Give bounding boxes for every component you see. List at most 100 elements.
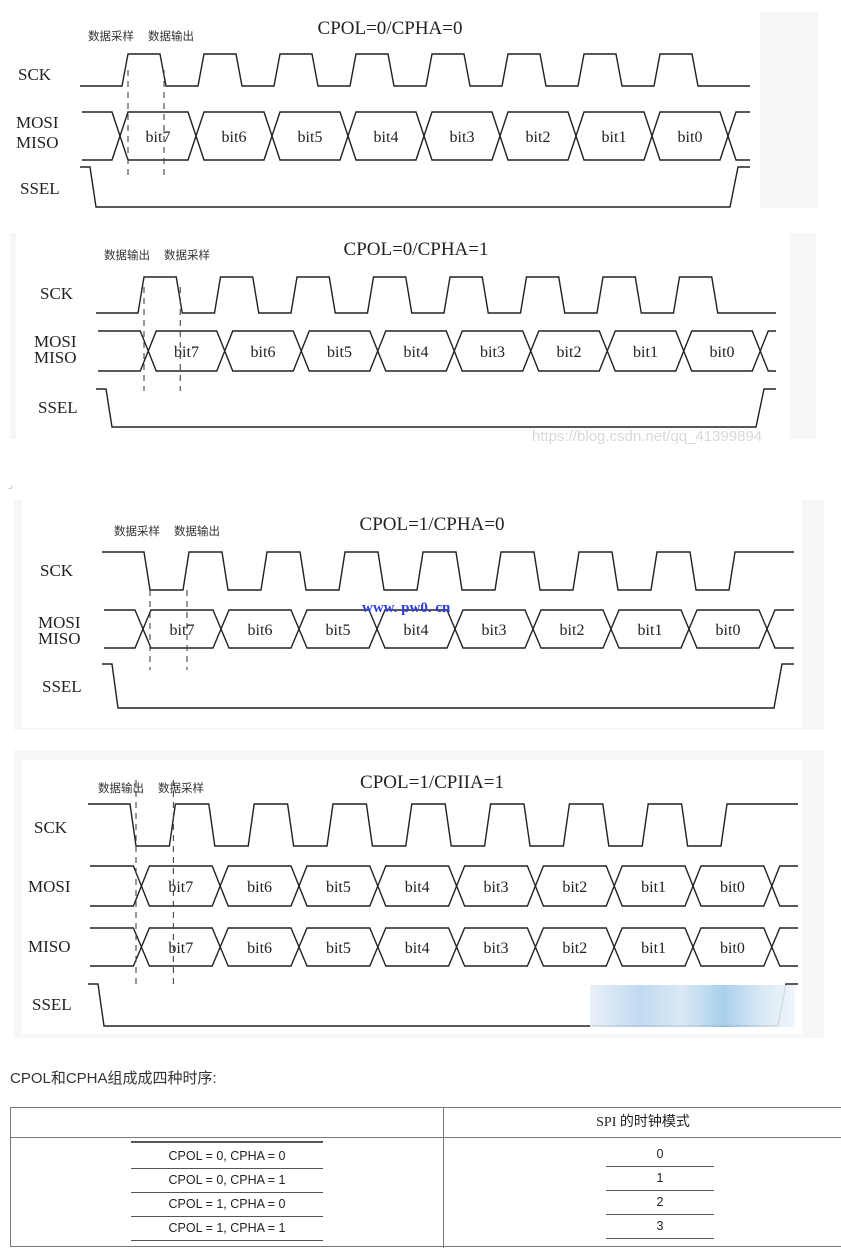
bit-label-bit6: bit6 xyxy=(247,879,272,896)
blurred-watermark xyxy=(590,985,795,1027)
bit-label-bit5: bit5 xyxy=(326,879,351,896)
bit-label-bit7: bit7 xyxy=(168,940,193,957)
signal-name-sck: SCK xyxy=(18,65,52,84)
bit-label-bit5: bit5 xyxy=(326,940,351,957)
caption-text: CPOL和CPHA组成成四种时序: xyxy=(10,1070,217,1087)
timing-diagram-1: CPOL=0/CPHA=1 bit7 bit6 bit5 bit4 bit3 bit2 bit… xyxy=(16,233,790,439)
bit-label-bit0: bit0 xyxy=(716,622,741,639)
bit-label-bit7: bit7 xyxy=(174,344,199,361)
bit-label-bit5: bit5 xyxy=(327,344,352,361)
signal-name-mosi: MOSI xyxy=(38,613,81,632)
signal-name-sck: SCK xyxy=(40,561,74,580)
diagram-title: CPOL=1/CPHA=0 xyxy=(360,514,505,535)
edge-label-second: 数据输出 xyxy=(174,524,220,538)
signal-name-mosi: MOSI xyxy=(34,332,77,351)
bit-label-bit4: bit4 xyxy=(405,879,430,896)
table-header-mode: SPI 的时钟模式 xyxy=(596,1115,690,1130)
signal-name-sck: SCK xyxy=(34,818,68,837)
corner-mark: ⌟ xyxy=(8,480,13,491)
signal-name-miso: MISO xyxy=(16,133,59,152)
timing-diagram-0: CPOL=0/CPHA=0 bit7 bit6 bit5 bit4 bit3 bit2 bit… xyxy=(10,12,760,212)
bit-label-bit1: bit1 xyxy=(633,344,658,361)
setting-row-1: CPOL = 0, CPHA = 1 xyxy=(131,1169,323,1193)
bit-label-bit2: bit2 xyxy=(562,879,587,896)
bit-label-bit0: bit0 xyxy=(678,129,703,146)
bus-top-line xyxy=(98,330,776,353)
signal-name-miso: MISO xyxy=(28,937,71,956)
bit-label-bit5: bit5 xyxy=(326,622,351,639)
edge-label-first: 数据输出 xyxy=(104,248,150,262)
settings-top-rule xyxy=(131,1141,323,1143)
diagram-title: CPOL=1/CPIIA=1 xyxy=(360,772,504,793)
panel-edge-shade xyxy=(760,12,818,208)
diagram-title: CPOL=0/CPHA=1 xyxy=(344,239,489,260)
timing-svg-2: CPOL=1/CPHA=0 bit7 bit6 bit5 bit4 bit3 bit2 bit… xyxy=(38,514,794,709)
bit-label-bit4: bit4 xyxy=(374,129,399,146)
bit-label-bit0: bit0 xyxy=(710,344,735,361)
bit-label-bit4: bit4 xyxy=(404,344,429,361)
setting-row-0: CPOL = 0, CPHA = 0 xyxy=(131,1145,323,1169)
site-watermark: www. pw0. cn xyxy=(362,600,451,616)
bit-label-bit6: bit6 xyxy=(251,344,276,361)
bit-label-bit6: bit6 xyxy=(222,129,247,146)
bit-label-bit1: bit1 xyxy=(641,940,666,957)
bit-label-bit3: bit3 xyxy=(482,622,507,639)
bit-label-bit3: bit3 xyxy=(450,129,475,146)
bit-label-bit4: bit4 xyxy=(404,622,429,639)
bit-label-bit3: bit3 xyxy=(484,940,509,957)
bit-label-bit2: bit2 xyxy=(562,940,587,957)
bit-label-bit2: bit2 xyxy=(560,622,585,639)
bit-label-bit3: bit3 xyxy=(480,344,505,361)
table-header-row xyxy=(11,1108,841,1138)
signal-name-miso: MISO xyxy=(34,348,77,367)
sck-waveform xyxy=(102,551,794,591)
bus-top-line xyxy=(90,865,798,888)
spi-mode-table: SPI 的时钟模式 CPOL = 0, CPHA = 0 CPOL = 0, C… xyxy=(10,1107,841,1248)
table-column-divider xyxy=(443,1108,444,1248)
mode-row-0: 0 xyxy=(606,1143,714,1167)
bus-bottom-line xyxy=(104,627,794,649)
edge-label-second: 数据采样 xyxy=(164,248,210,262)
ssel-waveform xyxy=(102,663,794,709)
bit-label-bit3: bit3 xyxy=(484,879,509,896)
bit-label-bit2: bit2 xyxy=(526,129,551,146)
edge-label-first: 数据采样 xyxy=(88,29,134,43)
csdn-watermark: https://blog.csdn.net/qq_41399894 xyxy=(532,428,763,445)
bit-label-bit2: bit2 xyxy=(557,344,582,361)
bit-label-bit4: bit4 xyxy=(405,940,430,957)
setting-row-2: CPOL = 1, CPHA = 0 xyxy=(131,1193,323,1217)
signal-name-mosi: MOSI xyxy=(28,877,71,896)
bit-label-bit6: bit6 xyxy=(248,622,273,639)
signal-name-ssel: SSEL xyxy=(32,995,72,1014)
bit-label-bit0: bit0 xyxy=(720,879,745,896)
setting-row-3: CPOL = 1, CPHA = 1 xyxy=(131,1217,323,1241)
sck-waveform xyxy=(80,53,750,87)
bus-top-line xyxy=(90,927,798,949)
signal-name-sck: SCK xyxy=(40,284,74,303)
bit-label-bit7: bit7 xyxy=(146,129,171,146)
timing-svg-0: CPOL=0/CPHA=0 bit7 bit6 bit5 bit4 bit3 bit2 bit… xyxy=(16,18,750,208)
mode-row-3: 3 xyxy=(606,1215,714,1239)
signal-name-miso: MISO xyxy=(38,629,81,648)
edge-label-second: 数据采样 xyxy=(158,781,204,795)
bit-label-bit1: bit1 xyxy=(602,129,627,146)
timing-diagram-2: CPOL=1/CPHA=0 bit7 bit6 bit5 bit4 bit3 bit2 bit… xyxy=(22,500,802,728)
diagram-title: CPOL=0/CPHA=0 xyxy=(318,18,463,39)
bus-bottom-line xyxy=(90,884,798,907)
sck-waveform xyxy=(88,803,798,847)
bit-label-bit7: bit7 xyxy=(168,879,193,896)
bus-top-line xyxy=(82,111,750,139)
bit-label-bit0: bit0 xyxy=(720,940,745,957)
ssel-waveform xyxy=(96,388,776,428)
bit-label-bit7: bit7 xyxy=(170,622,195,639)
signal-name-ssel: SSEL xyxy=(38,398,78,417)
bit-label-bit1: bit1 xyxy=(641,879,666,896)
edge-label-second: 数据输出 xyxy=(148,29,194,43)
ssel-waveform xyxy=(80,166,750,208)
bit-label-bit1: bit1 xyxy=(638,622,663,639)
edge-label-first: 数据采样 xyxy=(114,524,160,538)
sck-waveform xyxy=(96,276,776,314)
bus-bottom-line xyxy=(82,133,750,161)
edge-label-first: 数据输出 xyxy=(98,781,144,795)
signal-name-ssel: SSEL xyxy=(42,677,82,696)
